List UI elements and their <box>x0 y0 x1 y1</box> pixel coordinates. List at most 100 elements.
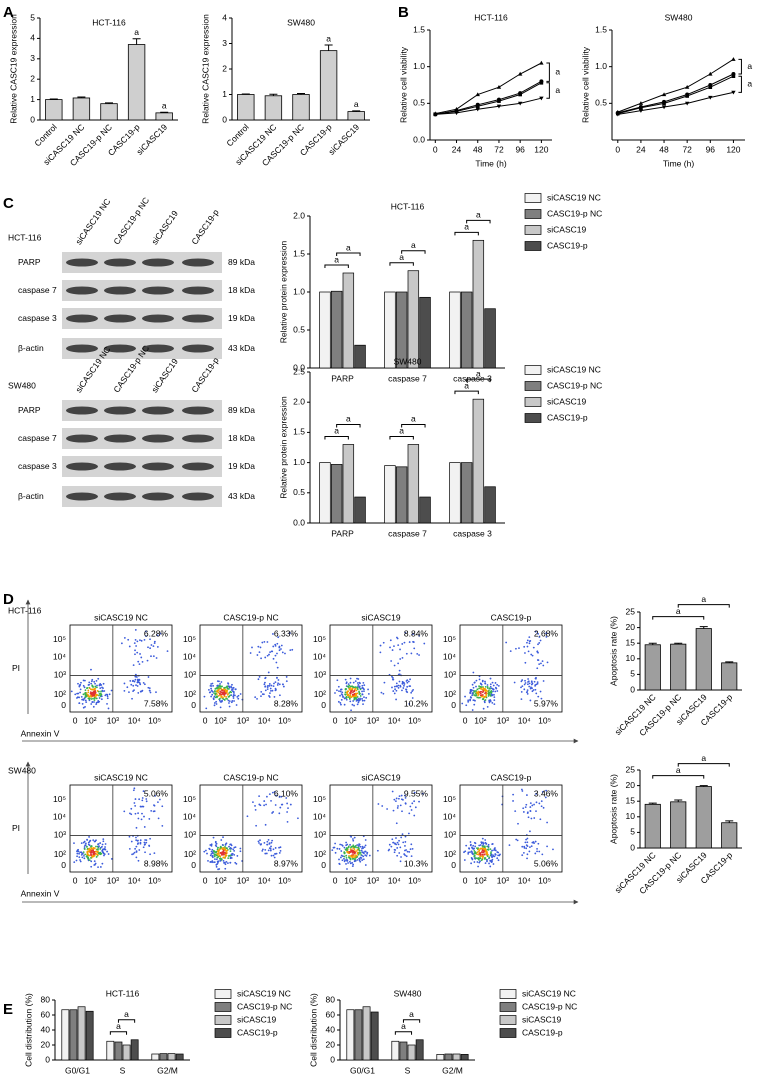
y-tick-label: 0 <box>191 700 196 710</box>
event-dot <box>486 860 488 863</box>
event-dot <box>336 679 339 682</box>
event-dot <box>102 840 105 843</box>
x-tick-label: 120 <box>726 144 740 154</box>
event-dot <box>544 796 547 799</box>
event-dot <box>340 703 342 706</box>
x-tick-label: 120 <box>534 144 548 154</box>
x-tick-label: 10³ <box>497 875 509 885</box>
event-dot <box>481 847 483 850</box>
event-dot <box>356 703 359 706</box>
event-dot <box>256 654 259 656</box>
y-tick-label: 0.0 <box>293 517 305 527</box>
event-dot <box>396 685 398 688</box>
event-dot <box>477 692 480 694</box>
event-dot <box>80 842 83 845</box>
event-dot <box>213 702 216 704</box>
event-dot <box>524 679 526 682</box>
chart-title: SW480 <box>394 356 422 366</box>
x-tick-label: 10² <box>474 715 486 725</box>
y-tick-label: 10⁵ <box>313 634 326 644</box>
event-dot <box>521 679 524 681</box>
event-dot <box>123 689 126 692</box>
event-dot <box>270 799 272 802</box>
event-dot <box>356 696 359 698</box>
y-axis-label: Apoptosis rate (%) <box>608 774 618 844</box>
event-dot <box>226 698 229 700</box>
size-label: 18 kDa <box>228 433 255 443</box>
event-dot <box>402 687 405 689</box>
event-dot <box>542 806 545 809</box>
y-tick-label: 80 <box>41 994 51 1004</box>
x-tick-label: 0 <box>203 875 208 885</box>
event-dot <box>481 855 484 858</box>
event-dot <box>416 652 419 655</box>
event-dot <box>496 857 499 860</box>
event-dot <box>216 850 219 852</box>
legend-label: siCASC19 NC <box>237 988 291 998</box>
event-dot <box>272 645 275 648</box>
event-dot <box>526 794 528 796</box>
legend-swatch <box>524 209 542 219</box>
event-dot <box>380 691 383 694</box>
event-dot <box>285 676 288 678</box>
event-dot <box>255 824 258 827</box>
significance-bracket <box>336 423 361 428</box>
event-dot <box>464 695 466 698</box>
event-dot <box>533 680 536 683</box>
event-dot <box>76 852 79 855</box>
event-dot <box>88 859 91 861</box>
y-tick-label: 2.0 <box>293 396 305 406</box>
event-dot <box>127 638 130 641</box>
legend-swatch <box>524 365 542 375</box>
significance-label: a <box>354 99 359 109</box>
y-tick-label: 0 <box>45 1054 50 1064</box>
legend-label: siCASC19 NC <box>547 192 601 202</box>
event-dot <box>388 843 391 846</box>
event-dot <box>412 633 414 636</box>
event-dot <box>219 857 222 860</box>
event-dot <box>531 841 534 844</box>
event-dot <box>527 816 530 819</box>
event-dot <box>89 839 92 842</box>
event-dot <box>286 802 289 805</box>
event-dot <box>268 793 271 796</box>
event-dot <box>232 694 235 696</box>
event-dot <box>470 862 473 865</box>
event-dot <box>90 680 93 683</box>
y-tick-label: 1 <box>30 94 35 104</box>
error-bar <box>674 799 683 802</box>
y-tick-label: 60 <box>326 1009 336 1019</box>
event-dot <box>230 686 233 689</box>
event-dot <box>492 690 494 693</box>
event-dot <box>87 841 90 844</box>
event-dot <box>358 847 360 850</box>
event-dot <box>141 660 144 663</box>
event-dot <box>489 865 492 868</box>
bar <box>114 1041 123 1061</box>
y-tick-label: 2 <box>222 63 227 73</box>
event-dot <box>230 857 233 859</box>
x-tick-label: 0 <box>333 715 338 725</box>
event-dot <box>99 694 102 697</box>
event-dot <box>388 848 391 851</box>
event-dot <box>365 696 368 699</box>
event-dot <box>131 697 133 700</box>
event-dot <box>129 680 132 682</box>
event-dot <box>135 826 138 829</box>
event-dot <box>523 688 526 691</box>
event-dot <box>490 860 493 863</box>
event-dot <box>93 701 95 703</box>
event-dot <box>401 643 404 645</box>
event-dot <box>552 848 554 851</box>
event-dot <box>470 689 473 691</box>
x-tick-label: G0/G1 <box>350 1065 375 1075</box>
event-dot <box>411 697 414 699</box>
event-dot <box>147 646 149 649</box>
event-dot <box>136 681 139 684</box>
event-dot <box>397 684 400 687</box>
y-tick-label: 10⁵ <box>313 794 326 804</box>
event-dot <box>270 690 272 692</box>
event-dot <box>479 854 482 856</box>
event-dot <box>239 850 242 853</box>
event-dot <box>359 697 361 700</box>
